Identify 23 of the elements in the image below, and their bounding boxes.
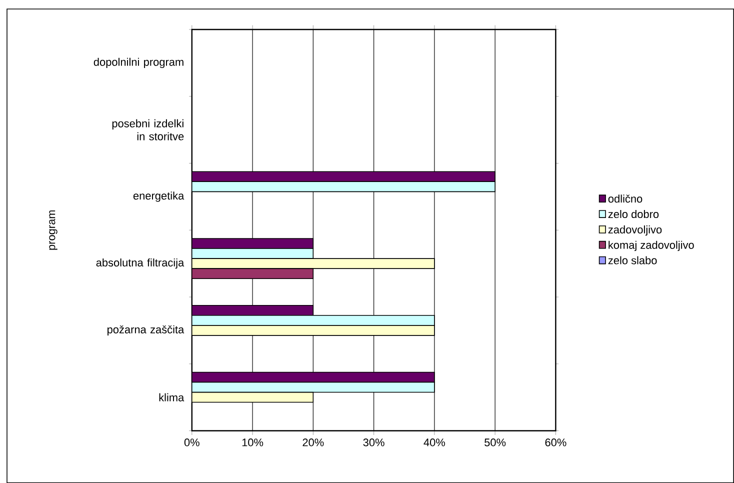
legend-label: odlično: [608, 194, 642, 203]
legend-label: zelo dobro: [608, 210, 659, 218]
x-tick-label: 0%: [184, 438, 200, 446]
bar: [192, 392, 314, 403]
y-tick-label: posebni izdelki in storitve: [112, 119, 184, 140]
x-tick-label: 30%: [363, 438, 384, 446]
x-tick-label: 10%: [242, 438, 264, 446]
y-tick-label: klima: [159, 393, 184, 402]
bar: [192, 181, 496, 192]
y-axis-title: program: [49, 210, 58, 250]
y-tick-label: absolutna filtracija: [96, 258, 184, 269]
bar: [192, 372, 435, 383]
y-tick-label: dopolnilni program: [94, 58, 184, 68]
legend-label: zelo slabo: [608, 256, 657, 264]
bar: [192, 382, 435, 393]
legend-label: zadovoljivo: [608, 225, 662, 236]
x-tick-label: 40%: [424, 438, 445, 446]
legend-label: komaj zadovoljivo: [608, 240, 694, 251]
y-tick-label: požarna zaščita: [108, 325, 184, 336]
x-tick-label: 50%: [484, 438, 506, 446]
x-tick-label: 20%: [302, 438, 324, 446]
y-tick-label: energetika: [133, 192, 184, 202]
x-tick-label: 60%: [545, 438, 566, 446]
